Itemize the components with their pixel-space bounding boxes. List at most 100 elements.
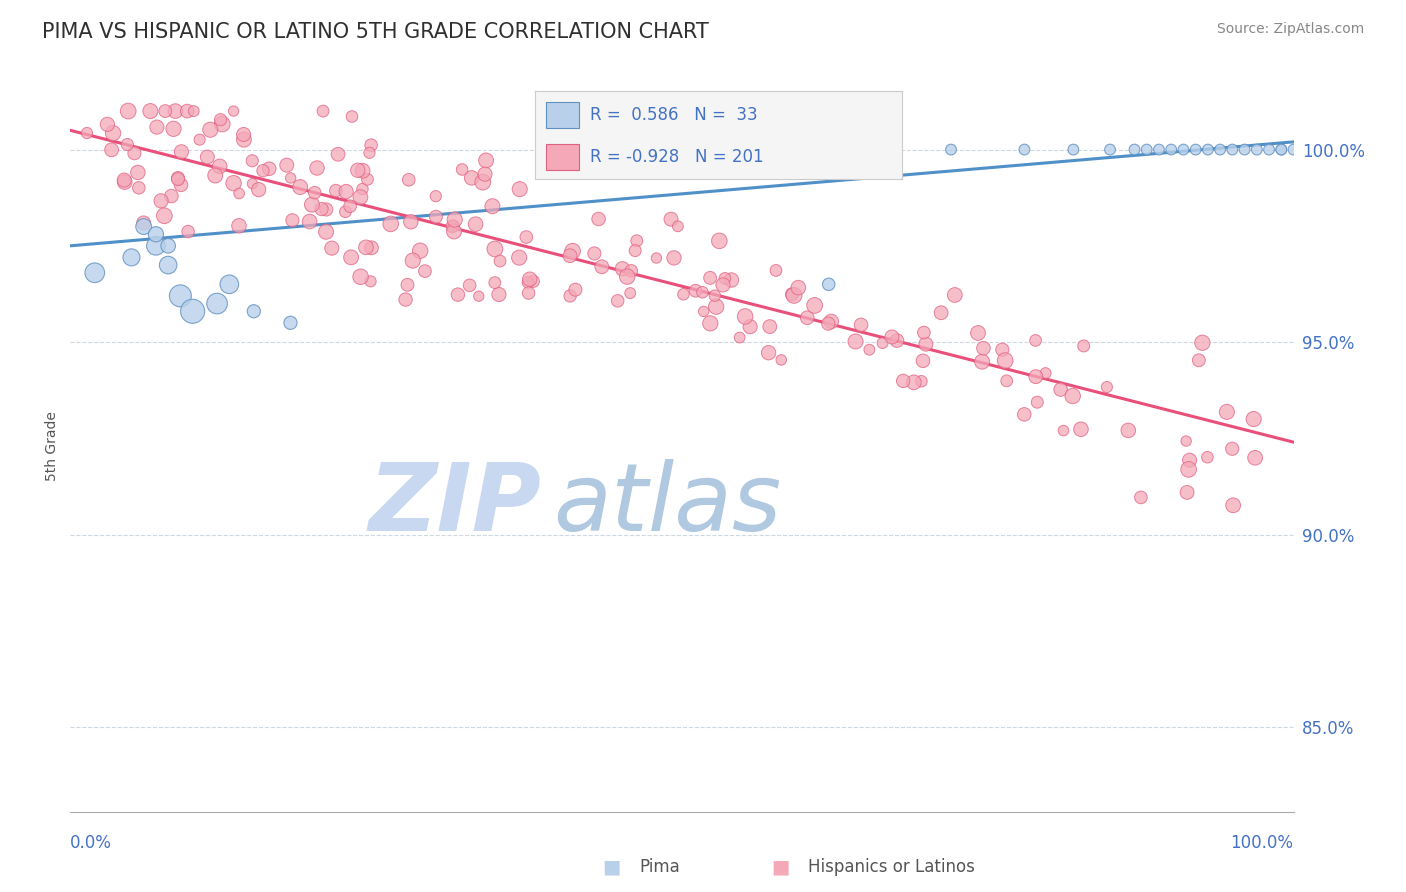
Point [425, 210, 447, 224]
Point [561, 244, 583, 259]
Point [326, 147, 349, 161]
Point [787, 280, 810, 294]
Point [360, 138, 382, 153]
Point [464, 217, 486, 231]
Point [558, 289, 581, 303]
Point [128, 181, 150, 195]
Point [458, 278, 481, 293]
Point [1095, 380, 1118, 394]
Point [96, 117, 118, 131]
Point [312, 104, 335, 119]
Point [972, 354, 994, 368]
Point [1123, 143, 1146, 157]
Point [1216, 405, 1239, 419]
Point [321, 241, 343, 255]
Point [1147, 143, 1170, 157]
Point [489, 254, 512, 268]
Point [1014, 408, 1036, 422]
Point [517, 276, 540, 290]
Point [929, 306, 952, 320]
Point [780, 287, 803, 301]
Point [1062, 389, 1084, 403]
Point [817, 317, 839, 331]
Text: ■: ■ [602, 857, 621, 877]
Point [915, 337, 938, 351]
Point [1178, 453, 1201, 467]
Point [325, 184, 347, 198]
Point [114, 175, 136, 189]
Point [659, 212, 682, 227]
Point [728, 330, 751, 344]
Point [170, 178, 193, 192]
Point [910, 374, 932, 388]
Point [315, 202, 337, 217]
Point [280, 170, 302, 185]
Point [1062, 143, 1084, 157]
Point [276, 158, 298, 172]
Text: PIMA VS HISPANIC OR LATINO 5TH GRADE CORRELATION CHART: PIMA VS HISPANIC OR LATINO 5TH GRADE COR… [42, 22, 709, 42]
Point [783, 288, 806, 302]
Point [872, 336, 894, 351]
Point [183, 104, 205, 119]
Point [484, 242, 506, 256]
Point [672, 287, 695, 301]
Point [734, 310, 756, 324]
Point [685, 284, 707, 298]
Point [247, 183, 270, 197]
Point [796, 310, 818, 325]
Text: 0.0%: 0.0% [70, 834, 112, 852]
Point [188, 133, 211, 147]
Point [1129, 491, 1152, 505]
Point [564, 283, 586, 297]
Point [1070, 422, 1092, 436]
Point [157, 258, 180, 272]
Point [475, 153, 498, 168]
Text: Pima: Pima [640, 858, 681, 876]
Point [132, 219, 155, 234]
Point [305, 161, 328, 175]
Point [991, 343, 1014, 357]
Point [112, 173, 135, 187]
Point [1052, 424, 1074, 438]
Point [740, 319, 762, 334]
Point [121, 251, 143, 265]
Point [1209, 143, 1232, 157]
Point [620, 264, 643, 278]
Point [117, 104, 139, 119]
Point [1270, 143, 1292, 157]
Point [714, 271, 737, 285]
Point [443, 219, 465, 233]
Point [211, 117, 233, 131]
Point [100, 143, 122, 157]
Point [167, 172, 190, 186]
Point [208, 159, 231, 173]
Point [155, 104, 177, 119]
Point [703, 288, 725, 302]
Point [474, 167, 496, 181]
Point [1160, 143, 1182, 157]
Point [222, 104, 245, 119]
Point [356, 172, 378, 186]
Point [402, 253, 425, 268]
Point [912, 326, 935, 340]
Text: Source: ZipAtlas.com: Source: ZipAtlas.com [1216, 22, 1364, 37]
Point [252, 163, 274, 178]
Point [943, 288, 966, 302]
Point [346, 163, 368, 178]
Point [517, 286, 540, 301]
Point [349, 190, 371, 204]
Point [509, 182, 531, 196]
Point [1116, 424, 1139, 438]
Point [124, 146, 146, 161]
Point [301, 197, 323, 211]
Point [558, 249, 581, 263]
Point [1184, 143, 1206, 157]
Point [666, 219, 689, 234]
Point [257, 161, 280, 176]
Point [471, 175, 494, 189]
Point [770, 352, 793, 367]
Point [699, 317, 721, 331]
Point [349, 269, 371, 284]
Point [242, 177, 264, 191]
Point [177, 225, 200, 239]
